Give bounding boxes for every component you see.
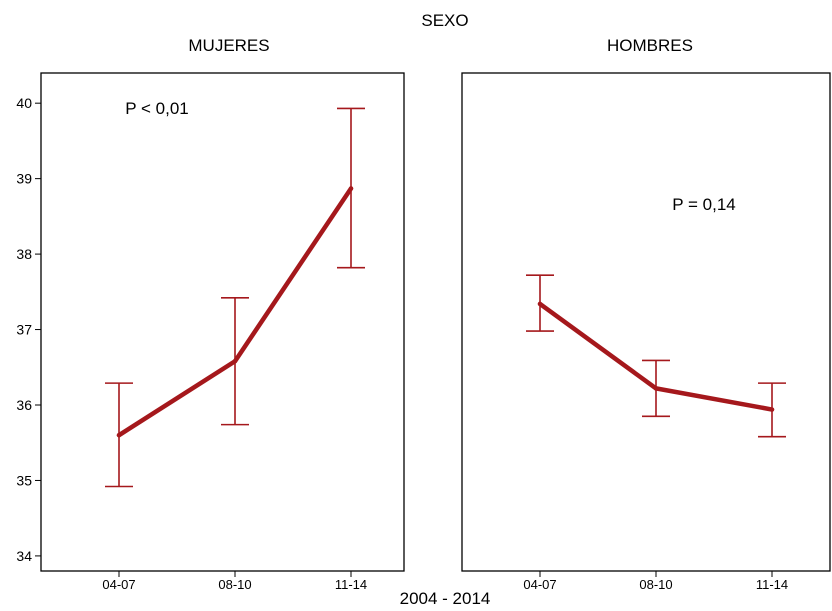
x-axis-title: 2004 - 2014 bbox=[400, 589, 491, 608]
data-point bbox=[348, 186, 354, 191]
panel-title: MUJERES bbox=[188, 36, 269, 55]
p-value-annotation: P = 0,14 bbox=[672, 195, 736, 214]
x-tick-label: 04-07 bbox=[523, 577, 556, 592]
facet-title: SEXO bbox=[421, 11, 468, 30]
panel-2: HOMBRES 04-07 08-10 11-14 P = 0,14 bbox=[461, 36, 831, 592]
x-tick-label: 11-14 bbox=[335, 577, 367, 592]
panel-frame bbox=[461, 72, 831, 572]
y-tick-label: 35 bbox=[16, 472, 32, 488]
x-tick-label: 08-10 bbox=[218, 577, 251, 592]
y-tick-label: 34 bbox=[16, 548, 32, 564]
data-point bbox=[116, 432, 122, 438]
x-tick-label: 11-14 bbox=[756, 577, 788, 592]
data-point bbox=[769, 407, 775, 412]
data-point bbox=[537, 301, 543, 307]
y-tick-label: 39 bbox=[16, 171, 32, 187]
y-tick-label: 37 bbox=[16, 322, 32, 338]
y-tick-label: 40 bbox=[16, 95, 32, 111]
x-tick-label: 08-10 bbox=[639, 577, 672, 592]
panel-title: HOMBRES bbox=[607, 36, 693, 55]
data-point bbox=[653, 386, 659, 391]
p-value-annotation: P < 0,01 bbox=[125, 99, 189, 118]
panels: MUJERES 34 35 36 37 38 39 40 04-07 08-10 11-14 P < … bbox=[16, 36, 831, 592]
data-point bbox=[232, 359, 238, 364]
y-tick-label: 36 bbox=[16, 397, 32, 413]
panel-frame bbox=[40, 72, 405, 572]
y-tick-label: 38 bbox=[16, 246, 32, 262]
x-tick-label: 04-07 bbox=[102, 577, 135, 592]
panel-1: MUJERES 34 35 36 37 38 39 40 04-07 08-10 11-14 P < … bbox=[16, 36, 405, 592]
